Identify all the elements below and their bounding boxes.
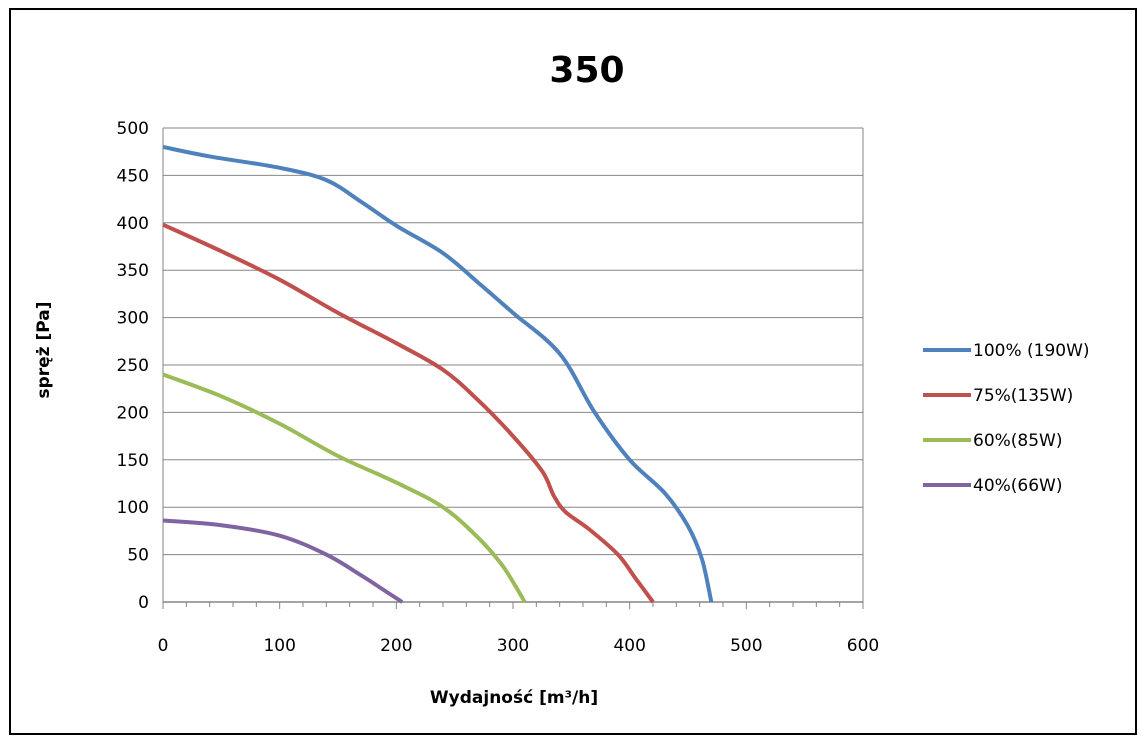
series-line-3	[162, 372, 527, 603]
y-tick-label: 400	[117, 214, 149, 234]
x-tick-label: 0	[158, 636, 169, 656]
legend-label-4: 40%(66W)	[973, 476, 1063, 496]
x-tick-label: 500	[730, 636, 762, 656]
legend-label-3: 60%(85W)	[973, 431, 1063, 451]
legend-label-1: 100% (190W)	[973, 341, 1090, 361]
series-line-2	[162, 222, 655, 604]
legend: 100% (190W) 75%(135W) 60%(85W) 40%(66W)	[923, 341, 1090, 496]
y-tick-label: 50	[127, 546, 149, 566]
y-tick-label: 300	[117, 309, 149, 329]
y-tick-label: 150	[117, 451, 149, 471]
chart-frame: 350 0 50 100 150 200 250 300 350 400 450 500 0 100 20…	[9, 8, 1137, 735]
series-line-1	[162, 145, 714, 603]
y-tick-label: 200	[117, 403, 149, 423]
x-tick-label: 600	[847, 636, 879, 656]
y-tick-label: 450	[117, 166, 149, 186]
x-axis-label: Wydajność [m³/h]	[430, 688, 598, 708]
chart-title: 350	[549, 50, 624, 91]
chart-svg: 350 0 50 100 150 200 250 300 350 400 450 500 0 100 20…	[34, 50, 1090, 708]
y-tick-label: 500	[117, 119, 149, 139]
x-tick-label: 200	[380, 636, 412, 656]
series-layer	[162, 145, 714, 604]
y-tick-label: 0	[138, 593, 149, 613]
grid	[163, 127, 864, 603]
series-line-4	[162, 518, 404, 604]
x-tick-label: 400	[613, 636, 645, 656]
y-tick-label: 350	[117, 261, 149, 281]
axes: 0 50 100 150 200 250 300 350 400 450 500 0 100 200 300…	[117, 119, 880, 656]
legend-label-2: 75%(135W)	[973, 386, 1073, 406]
x-tick-label: 100	[263, 636, 295, 656]
y-axis-label: spręż [Pa]	[34, 301, 54, 398]
x-tick-label: 300	[497, 636, 529, 656]
y-tick-label: 250	[117, 356, 149, 376]
y-tick-label: 100	[117, 498, 149, 518]
